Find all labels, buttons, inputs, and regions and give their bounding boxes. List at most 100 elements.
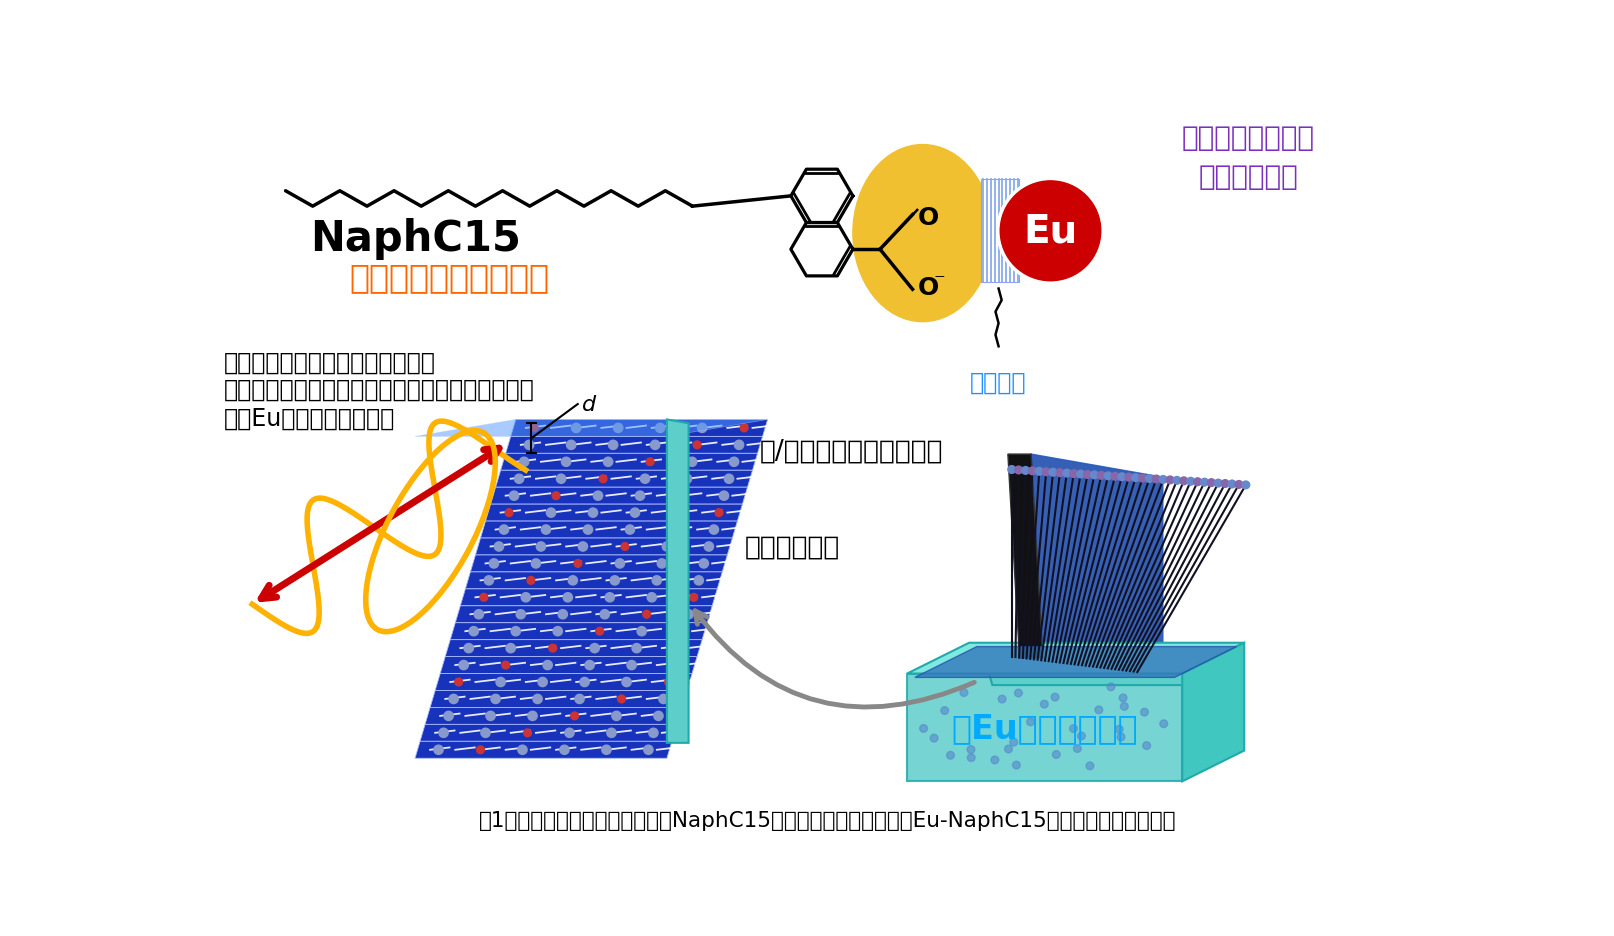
Circle shape: [1022, 467, 1028, 475]
Circle shape: [1051, 694, 1059, 701]
Circle shape: [1143, 742, 1149, 750]
Text: Eu: Eu: [1023, 212, 1077, 251]
Circle shape: [520, 458, 528, 467]
Polygon shape: [500, 454, 757, 471]
Circle shape: [602, 745, 610, 754]
Circle shape: [468, 627, 478, 636]
Polygon shape: [491, 488, 747, 505]
Circle shape: [665, 679, 671, 686]
Circle shape: [1083, 471, 1091, 479]
Polygon shape: [486, 505, 742, 521]
Circle shape: [631, 644, 641, 653]
Circle shape: [546, 508, 555, 518]
Polygon shape: [667, 420, 688, 743]
Polygon shape: [424, 708, 681, 724]
Circle shape: [552, 492, 560, 500]
Circle shape: [439, 728, 449, 738]
Polygon shape: [505, 437, 762, 454]
Circle shape: [646, 459, 654, 466]
Circle shape: [1094, 706, 1102, 714]
Circle shape: [1049, 469, 1056, 476]
Circle shape: [668, 661, 678, 670]
Circle shape: [655, 424, 665, 433]
Circle shape: [1014, 466, 1022, 475]
Circle shape: [589, 644, 599, 653]
Circle shape: [1172, 477, 1180, 485]
Circle shape: [1073, 745, 1080, 753]
Circle shape: [621, 678, 631, 687]
Circle shape: [505, 509, 513, 517]
Circle shape: [1096, 472, 1104, 480]
Circle shape: [529, 425, 537, 432]
Circle shape: [673, 644, 683, 653]
Ellipse shape: [852, 145, 991, 322]
Circle shape: [1041, 468, 1049, 476]
Circle shape: [1027, 718, 1033, 726]
Polygon shape: [1030, 455, 1162, 681]
Circle shape: [734, 441, 744, 450]
Polygon shape: [510, 420, 767, 437]
Circle shape: [1117, 474, 1125, 481]
Circle shape: [1159, 476, 1167, 484]
Circle shape: [578, 542, 587, 551]
Circle shape: [715, 509, 723, 517]
Circle shape: [481, 728, 491, 738]
Circle shape: [571, 424, 581, 433]
Circle shape: [991, 756, 997, 764]
Circle shape: [600, 610, 608, 620]
Circle shape: [521, 593, 529, 602]
Circle shape: [584, 661, 594, 670]
Circle shape: [1227, 480, 1235, 489]
Text: ⁻: ⁻: [933, 271, 944, 291]
Polygon shape: [441, 657, 697, 674]
Circle shape: [502, 662, 510, 669]
Circle shape: [671, 508, 681, 518]
Circle shape: [941, 707, 947, 715]
Circle shape: [689, 593, 697, 602]
Circle shape: [491, 695, 500, 704]
Circle shape: [654, 711, 663, 721]
Polygon shape: [907, 674, 1181, 782]
Circle shape: [684, 610, 692, 620]
Polygon shape: [985, 658, 1193, 685]
Text: よるEu発光の偏光性誘導: よるEu発光の偏光性誘導: [223, 406, 394, 431]
Circle shape: [697, 424, 707, 433]
Circle shape: [463, 644, 473, 653]
Circle shape: [1152, 475, 1159, 483]
Circle shape: [510, 627, 520, 636]
Circle shape: [484, 577, 494, 585]
Circle shape: [583, 525, 592, 534]
Circle shape: [562, 458, 570, 467]
Circle shape: [959, 689, 967, 696]
Circle shape: [1062, 470, 1070, 477]
Text: 光アンテナの配位とその遷移双極子モーメントに: 光アンテナの配位とその遷移双極子モーメントに: [223, 378, 534, 402]
Circle shape: [604, 458, 612, 467]
Circle shape: [531, 559, 541, 568]
Text: 分子膜作成に伴う偏光発光発現：: 分子膜作成に伴う偏光発光発現：: [223, 351, 436, 374]
Circle shape: [525, 441, 534, 450]
Circle shape: [1039, 700, 1047, 709]
Circle shape: [449, 695, 458, 704]
Circle shape: [709, 525, 718, 534]
Circle shape: [444, 711, 454, 721]
Circle shape: [694, 577, 704, 585]
Circle shape: [526, 577, 534, 585]
Text: 水/大気界面で薄膜化する: 水/大気界面で薄膜化する: [760, 438, 943, 463]
Circle shape: [699, 559, 709, 568]
Circle shape: [615, 559, 625, 568]
Circle shape: [495, 678, 505, 687]
Circle shape: [458, 661, 468, 670]
Polygon shape: [415, 741, 671, 758]
Text: O: O: [917, 206, 939, 229]
Circle shape: [636, 627, 646, 636]
Circle shape: [642, 611, 650, 619]
Circle shape: [641, 475, 649, 484]
Circle shape: [552, 627, 562, 636]
Polygon shape: [434, 674, 692, 691]
Text: 両親媒性・光アンテナ: 両親媒性・光アンテナ: [349, 261, 549, 294]
Circle shape: [536, 542, 546, 551]
Circle shape: [1235, 481, 1243, 489]
Polygon shape: [1181, 643, 1243, 782]
Circle shape: [1068, 724, 1077, 733]
Polygon shape: [907, 643, 1243, 674]
